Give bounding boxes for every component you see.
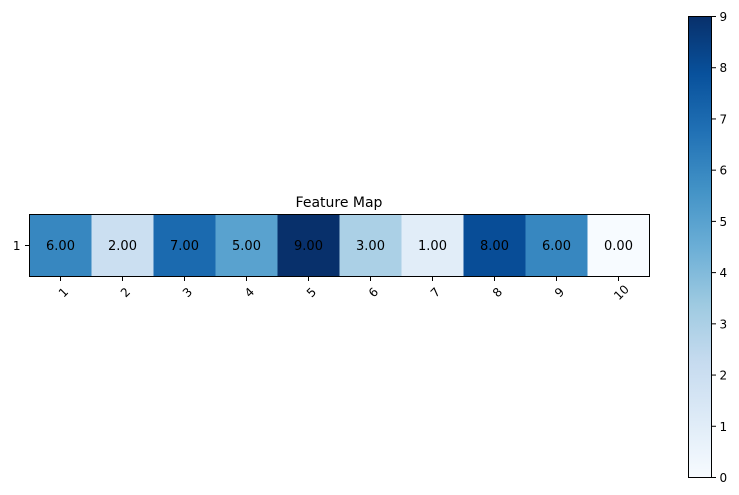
x-tick-label: 5 [304,285,319,300]
cell-value-label: 2.00 [108,239,137,254]
x-tick-label: 1 [56,285,71,300]
x-tick-label: 10 [611,282,632,303]
y-tick-label: 1 [13,239,21,253]
x-tick-label: 6 [366,285,381,300]
heatmap-cell [91,214,154,277]
colorbar-tick-label: 9 [720,10,728,24]
cell-value-label: 1.00 [418,239,447,254]
cell-value-label: 5.00 [232,239,261,254]
cell-value-label: 6.00 [542,239,571,254]
heatmap-cell [339,214,402,277]
colorbar-tick-label: 8 [720,61,728,75]
heatmap-cell [587,214,650,277]
heatmap-cell [463,214,526,277]
cell-value-label: 3.00 [356,239,385,254]
colorbar-tick-label: 3 [720,317,728,331]
colorbar-tick-label: 5 [720,215,728,229]
colorbar-tick-label: 7 [720,112,728,126]
heatmap-cell [401,214,464,277]
colorbar-tick-label: 4 [720,266,728,280]
x-tick-label: 8 [490,285,505,300]
x-tick-label: 7 [428,285,443,300]
y-axis: 1 [13,239,30,253]
x-axis: 1 2 3 4 5 6 7 8 9 10 [56,276,632,303]
heatmap-cells: 6.00 2.00 7.00 5.00 9.00 3.00 1.00 8.00 6.00 0.00 [29,214,650,277]
heatmap-cell [525,214,588,277]
x-tick-label: 9 [552,285,567,300]
colorbar [688,16,712,478]
cell-value-label: 9.00 [294,239,323,254]
cell-value-label: 0.00 [604,239,633,254]
colorbar-tick-label: 0 [720,471,728,485]
heatmap-cell [153,214,216,277]
colorbar-axis: 0 1 2 3 4 5 6 7 8 9 [711,10,728,485]
heatmap-cell [29,214,92,277]
x-tick-label: 4 [242,285,257,300]
heatmap-cell [215,214,278,277]
chart-title: Feature Map [296,195,383,211]
x-tick-label: 2 [118,285,133,300]
cell-value-label: 8.00 [480,239,509,254]
cell-value-label: 7.00 [170,239,199,254]
colorbar-tick-label: 6 [720,164,728,178]
colorbar-tick-label: 1 [720,420,728,434]
x-tick-label: 3 [180,285,195,300]
heatmap-cell [277,214,340,277]
colorbar-tick-label: 2 [720,369,728,383]
cell-value-label: 6.00 [46,239,75,254]
